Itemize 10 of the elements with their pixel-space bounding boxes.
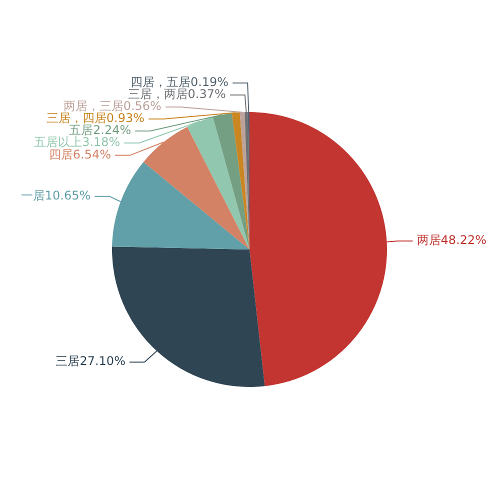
slice-label: 五居以上3.18% bbox=[34, 135, 120, 150]
slice-label: 三居，两居0.37% bbox=[128, 87, 226, 102]
slice-label: 三居27.10% bbox=[56, 354, 126, 368]
slice-label: 四居，五居0.19% bbox=[130, 75, 229, 90]
slice-label: 五居2.24% bbox=[68, 123, 132, 138]
slice-label: 两居48.22% bbox=[416, 233, 487, 248]
slice-label: 四居6.54% bbox=[48, 147, 112, 162]
slice-label: 三居，四居0.93% bbox=[46, 111, 144, 126]
slice-label: 两居，三居0.56% bbox=[63, 99, 162, 114]
slice-label: 一居10.65% bbox=[20, 188, 91, 203]
